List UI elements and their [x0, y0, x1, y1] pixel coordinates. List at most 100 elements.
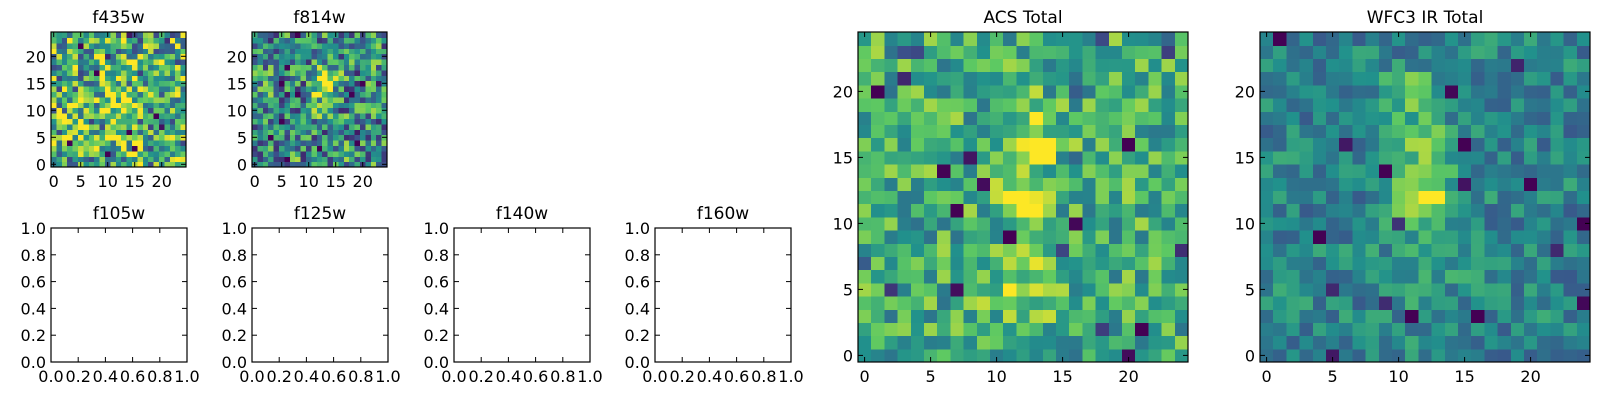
heatmap-cell — [1108, 216, 1123, 231]
heatmap-cell — [132, 59, 138, 65]
heatmap-cell — [1444, 348, 1459, 363]
heatmap-cell — [61, 161, 68, 168]
heatmap-cell — [279, 53, 285, 60]
heatmap-cell — [56, 123, 63, 130]
heatmap-cell — [1260, 98, 1274, 112]
heatmap-cell — [252, 113, 258, 119]
heatmap-cell — [343, 64, 350, 71]
heatmap-cell — [1286, 322, 1301, 337]
heatmap-cell — [300, 59, 307, 65]
heatmap-cell — [1108, 71, 1123, 86]
heatmap-cell — [137, 161, 144, 168]
heatmap-cell — [1418, 84, 1433, 99]
heatmap-cell — [924, 243, 938, 257]
heatmap-cell — [148, 37, 155, 44]
heatmap-cell — [924, 71, 938, 86]
heatmap-cell — [1471, 322, 1485, 337]
heatmap-cell — [1082, 137, 1097, 152]
heatmap-cell — [1299, 348, 1314, 363]
heatmap-cell — [1392, 309, 1406, 323]
heatmap-cell — [279, 42, 285, 49]
heatmap-cell — [381, 42, 388, 49]
heatmap-cell — [94, 91, 101, 98]
heatmap-cell — [376, 134, 383, 141]
y-tick-label: 1.0 — [21, 219, 46, 238]
heatmap-cell — [349, 64, 356, 71]
heatmap-cell — [316, 64, 323, 71]
heatmap-cell — [322, 134, 329, 141]
heatmap-cell — [871, 322, 885, 337]
heatmap-cell — [1484, 243, 1499, 257]
heatmap-cell — [180, 86, 187, 92]
heatmap-cell — [1537, 216, 1551, 231]
heatmap-cell — [343, 102, 350, 109]
heatmap-cell — [924, 256, 938, 271]
heatmap-cell — [1352, 71, 1367, 86]
heatmap-cell — [1484, 84, 1499, 99]
heatmap-cell — [1108, 45, 1123, 59]
heatmap-cell — [83, 145, 90, 152]
heatmap-cell — [164, 91, 171, 98]
heatmap-cell — [268, 75, 275, 82]
heatmap-cell — [279, 64, 285, 71]
heatmap-cell — [105, 42, 111, 49]
heatmap-cell — [381, 113, 388, 119]
heatmap-cell — [1418, 32, 1433, 46]
heatmap-cell — [871, 45, 885, 59]
heatmap-cell — [910, 203, 925, 218]
heatmap-cell — [115, 107, 122, 114]
heatmap-cell — [1537, 111, 1551, 125]
heatmap-cell — [132, 75, 138, 82]
heatmap-cell — [1161, 45, 1176, 59]
heatmap-cell — [376, 150, 383, 157]
heatmap-cell — [1016, 58, 1031, 73]
heatmap-cell — [1122, 296, 1136, 310]
heatmap-cell — [1312, 296, 1327, 310]
heatmap-cell — [126, 145, 133, 152]
heatmap-cell — [858, 230, 872, 244]
x-tick-label: 0.4 — [697, 367, 722, 386]
heatmap-cell — [360, 123, 366, 130]
heatmap-cell — [1431, 150, 1446, 165]
heatmap-cell — [354, 140, 361, 146]
heatmap-cell — [268, 129, 275, 136]
heatmap-cell — [1458, 203, 1472, 218]
heatmap-cell — [175, 32, 182, 38]
heatmap-cell — [1273, 32, 1287, 46]
heatmap-cell — [153, 53, 160, 60]
heatmap-cell — [1339, 296, 1353, 310]
heatmap-cell — [306, 145, 312, 152]
heatmap-cell — [1326, 269, 1340, 284]
heatmap-cell — [370, 75, 377, 82]
heatmap-cell — [1161, 150, 1176, 165]
heatmap-cell — [1524, 348, 1538, 363]
heatmap-cell — [252, 64, 258, 71]
heatmap-cell — [976, 335, 991, 350]
heatmap-cell — [132, 107, 138, 114]
heatmap-cell — [1299, 111, 1314, 125]
heatmap-cell — [1444, 243, 1459, 257]
heatmap-cell — [306, 42, 312, 49]
heatmap-cell — [1161, 98, 1176, 112]
heatmap-cell — [1378, 322, 1393, 337]
heatmap-cell — [1458, 216, 1472, 231]
heatmap-cell — [858, 335, 872, 350]
heatmap-cell — [1056, 98, 1070, 112]
heatmap-cell — [284, 86, 291, 92]
heatmap-cell — [88, 75, 95, 82]
heatmap-cell — [1108, 124, 1123, 139]
heatmap-cell — [1148, 177, 1163, 191]
heatmap-cell — [1273, 335, 1287, 350]
heatmap-cell — [990, 137, 1004, 152]
heatmap-cell — [148, 161, 155, 168]
y-tick-label: 0 — [36, 155, 46, 174]
heatmap-cell — [1161, 256, 1176, 271]
heatmap-cell — [376, 86, 383, 92]
heatmap-cell — [937, 150, 951, 165]
heatmap-cell — [1339, 164, 1353, 178]
x-tick-label: 0.4 — [496, 367, 521, 386]
heatmap-cell — [871, 111, 885, 125]
heatmap-cell — [1326, 348, 1340, 363]
heatmap-cell — [1016, 296, 1031, 310]
